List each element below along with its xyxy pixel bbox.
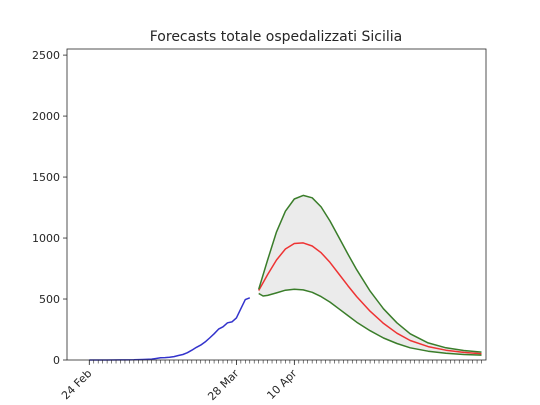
y-tick-label: 1500 bbox=[32, 171, 60, 184]
y-tick-label: 2000 bbox=[32, 110, 60, 123]
confidence-band bbox=[258, 195, 482, 356]
x-tick-label: 24 Feb bbox=[59, 367, 94, 402]
series-line-forecast-central bbox=[258, 242, 482, 355]
y-tick-label: 500 bbox=[39, 293, 60, 306]
x-tick-label: 28 Mar bbox=[205, 367, 242, 404]
y-tick-label: 0 bbox=[53, 354, 60, 367]
y-axis: 0 500 1000 1500 2000 2500 bbox=[32, 49, 67, 367]
x-tick-label: 10 Apr bbox=[264, 367, 299, 402]
chart-title: Forecasts totale ospedalizzati Sicilia bbox=[150, 29, 403, 45]
series-layer bbox=[89, 194, 482, 361]
series-line-forecast-upper bbox=[257, 194, 482, 353]
x-axis: 24 Feb 28 Mar 10 Apr bbox=[59, 360, 482, 404]
series-line-forecast-lower bbox=[258, 288, 482, 356]
y-tick-label: 1000 bbox=[32, 232, 60, 245]
confidence-band-layer bbox=[258, 195, 482, 356]
plot-area-frame bbox=[66, 48, 487, 361]
y-tick-label: 2500 bbox=[32, 49, 60, 62]
series-line-observed bbox=[89, 297, 251, 361]
